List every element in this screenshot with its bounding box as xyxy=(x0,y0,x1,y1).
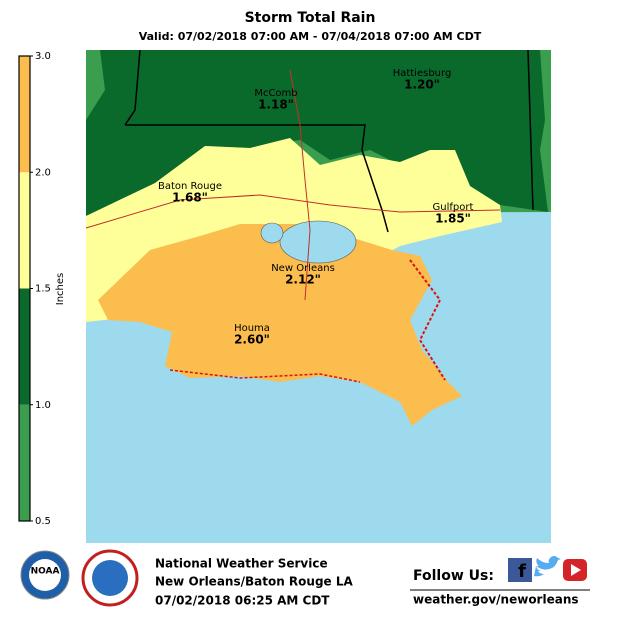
noaa-logo-inner xyxy=(29,559,61,591)
legend-band xyxy=(19,56,30,173)
city-value: 1.85" xyxy=(435,212,471,226)
follow-us: Follow Us: xyxy=(413,568,494,584)
city-name: New Orleans xyxy=(271,263,335,274)
legend-band xyxy=(19,172,30,289)
city-value: 2.60" xyxy=(234,333,270,347)
city-name: Gulfport xyxy=(433,202,474,213)
legend-band xyxy=(19,288,30,405)
city-name: Baton Rouge xyxy=(158,181,222,192)
city-name: Houma xyxy=(234,323,270,334)
facebook-icon[interactable] xyxy=(508,558,532,582)
subtitle: Valid: 07/02/2018 07:00 AM - 07/04/2018 … xyxy=(139,30,482,43)
office: National Weather Service xyxy=(155,557,328,571)
legend-label: Inches xyxy=(55,273,66,306)
state-line xyxy=(527,49,534,211)
city-value: 1.20" xyxy=(404,78,440,92)
city-value: 1.18" xyxy=(258,98,294,112)
state-line xyxy=(125,124,389,233)
legend-tick-label: 1.5 xyxy=(35,284,51,295)
url[interactable]: weather.gov/neworleans xyxy=(413,593,579,607)
twitter-icon[interactable] xyxy=(534,556,561,577)
city-value: 2.12" xyxy=(285,273,321,287)
legend-band xyxy=(19,404,30,521)
state-line xyxy=(124,49,141,126)
coast-marsh xyxy=(169,369,361,383)
legend: Inches 0.5 1.0 1.5 2.0 3.0 xyxy=(18,51,66,527)
nws-logo-inner xyxy=(92,560,128,596)
city-name: McComb xyxy=(254,88,297,99)
noaa-logo-text: NOAA xyxy=(31,567,60,577)
lake xyxy=(279,220,357,264)
city-name: Hattiesburg xyxy=(393,68,452,79)
rain-region xyxy=(98,224,462,426)
footer: NOAA National Weather Service New Orlean… xyxy=(20,549,590,608)
youtube-play xyxy=(571,564,581,576)
issued: 07/02/2018 06:25 AM CDT xyxy=(155,594,330,608)
coast-marsh xyxy=(409,259,446,381)
legend-tick-label: 2.0 xyxy=(35,167,51,178)
location: New Orleans/Baton Rouge LA xyxy=(155,575,354,589)
road xyxy=(85,194,501,229)
legend-tick-label: 3.0 xyxy=(35,51,51,62)
map xyxy=(85,49,551,543)
road xyxy=(289,69,311,301)
title: Storm Total Rain xyxy=(245,10,376,26)
legend-tick-label: 0.5 xyxy=(35,516,51,527)
city-value: 1.68" xyxy=(172,191,208,205)
facebook-f: f xyxy=(518,561,526,582)
lake xyxy=(260,222,284,244)
rain-region xyxy=(86,50,548,216)
legend-tick-label: 1.0 xyxy=(35,400,51,411)
